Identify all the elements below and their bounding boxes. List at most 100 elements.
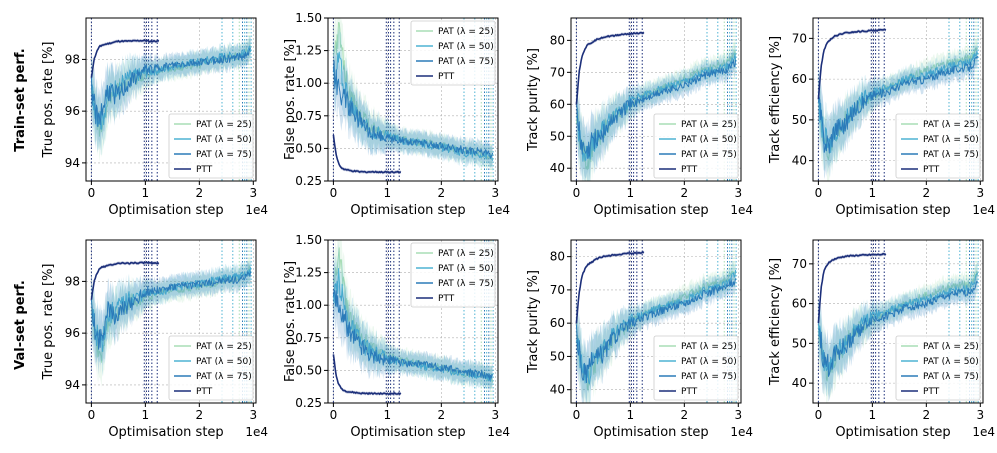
legend-box (653, 113, 739, 179)
y-tick-label: 1.50 (295, 11, 322, 25)
x-axis-title: Optimisation step (835, 203, 950, 218)
y-tick-label: 0.50 (295, 363, 322, 377)
y-tick-label: 50 (550, 129, 565, 143)
legend-entry: PAT (λ = 75) (923, 372, 979, 382)
legend-entry: PTT (681, 165, 698, 175)
series-band-0 (91, 255, 251, 388)
legend-box (895, 335, 981, 401)
legend-box (168, 335, 254, 401)
x-tick-label: 0 (88, 186, 96, 200)
legend: PAT (λ = 25) PAT (λ = 50) PAT (λ = 75) PTT (653, 113, 739, 179)
legend-entry: PAT (λ = 25) (438, 249, 494, 259)
legend-box (653, 335, 739, 401)
series-line-2 (332, 290, 493, 381)
series-band-1 (576, 42, 736, 181)
series-line-3 (817, 252, 887, 324)
y-tick-label: 40 (792, 376, 807, 390)
series-line-3 (817, 28, 887, 100)
legend-entry: PAT (λ = 25) (681, 342, 737, 352)
legend-entry: PTT (438, 72, 455, 82)
legend: PAT (λ = 25) PAT (λ = 50) PAT (λ = 75) PTT (410, 20, 496, 86)
x-offset-label: 1e4 (972, 203, 995, 217)
panel-val-eff: 0 1 2 3 40 50 60 70 Optimisation step 1e4 Track ef… (768, 239, 995, 440)
y-tick-label: 80 (550, 250, 565, 264)
x-tick-label: 1 (142, 408, 150, 422)
x-axis-title: Optimisation step (593, 203, 708, 218)
y-tick-label: 80 (550, 33, 565, 47)
x-tick-label: 2 (923, 408, 931, 422)
y-tick-label: 40 (792, 154, 807, 168)
x-axis-title: Optimisation step (108, 425, 223, 440)
series-line-1 (817, 272, 979, 373)
axes-frame (570, 17, 742, 182)
plot-area (328, 18, 498, 181)
y-tick-label: 0.25 (295, 174, 322, 188)
x-tick-label: 2 (923, 186, 931, 200)
x-axis-title: Optimisation step (593, 425, 708, 440)
x-axis-title: Optimisation step (350, 425, 465, 440)
series-line-2 (818, 280, 979, 377)
y-tick-label: 0.75 (295, 331, 322, 345)
y-tick-label: 1.50 (295, 233, 322, 247)
x-offset-label: 1e4 (487, 203, 510, 217)
y-tick-label: 70 (792, 257, 807, 271)
legend-entry: PAT (λ = 50) (923, 357, 979, 367)
legend-box (410, 242, 496, 308)
y-tick-label: 60 (792, 297, 807, 311)
x-offset-label: 1e4 (972, 425, 995, 439)
plot-area (813, 240, 983, 403)
series-band-2 (91, 37, 251, 153)
y-axis-title: False pos. rate [%] (283, 39, 298, 160)
y-tick-label: 70 (550, 65, 565, 79)
series-line-1 (575, 270, 737, 385)
y-tick-label: 0.25 (295, 396, 322, 410)
row-label-train: Train-set perf. (13, 48, 28, 151)
y-tick-label: 0.75 (295, 109, 322, 123)
legend-entry: PAT (λ = 50) (923, 135, 979, 145)
series-line-2 (575, 278, 737, 384)
y-tick-label: 50 (550, 349, 565, 363)
plot-area (571, 18, 741, 181)
x-tick-label: 3 (249, 408, 257, 422)
series-line-2 (575, 59, 737, 159)
y-tick-label: 94 (65, 378, 80, 392)
axes-frame (812, 17, 984, 182)
y-tick-label: 1.25 (295, 266, 322, 280)
axes-frame (812, 239, 984, 404)
x-tick-label: 0 (815, 408, 823, 422)
series-line-3 (332, 354, 402, 396)
series-line-3 (90, 261, 160, 300)
y-tick-label: 1.00 (295, 298, 322, 312)
legend-entry: PAT (λ = 50) (681, 357, 737, 367)
x-tick-label: 1 (869, 408, 877, 422)
legend-entry: PTT (681, 387, 698, 397)
legend-entry: PAT (λ = 75) (196, 150, 252, 160)
legend-entry: PAT (λ = 25) (438, 27, 494, 37)
x-offset-label: 1e4 (245, 425, 268, 439)
panel-val-purity: 0 1 2 3 40 50 60 70 80 Optimisation step 1e4 Track … (526, 239, 753, 440)
x-tick-label: 1 (627, 408, 635, 422)
legend: PAT (λ = 25) PAT (λ = 50) PAT (λ = 75) PTT (653, 335, 739, 401)
x-tick-label: 2 (438, 408, 446, 422)
x-offset-label: 1e4 (487, 425, 510, 439)
legend-entry: PAT (λ = 75) (681, 150, 737, 160)
y-tick-label: 50 (792, 336, 807, 350)
legend-box (410, 20, 496, 86)
y-axis-title: True pos. rate [%] (41, 41, 56, 158)
legend-entry: PAT (λ = 75) (438, 57, 494, 67)
x-tick-label: 1 (142, 186, 150, 200)
legend-entry: PAT (λ = 75) (438, 279, 494, 289)
legend-entry: PAT (λ = 25) (923, 120, 979, 130)
series-band-3 (91, 38, 159, 80)
legend-entry: PAT (λ = 75) (923, 150, 979, 160)
y-tick-label: 1.00 (295, 76, 322, 90)
series-band-3 (91, 260, 159, 302)
panel-train-purity: 0 1 2 3 40 50 60 70 80 Optimisation step 1e4 Track … (526, 17, 753, 218)
x-tick-label: 2 (438, 186, 446, 200)
series-line-2 (817, 56, 979, 154)
legend-box (895, 113, 981, 179)
series-band-2 (91, 260, 251, 376)
x-tick-label: 3 (734, 408, 742, 422)
x-tick-label: 0 (815, 186, 823, 200)
